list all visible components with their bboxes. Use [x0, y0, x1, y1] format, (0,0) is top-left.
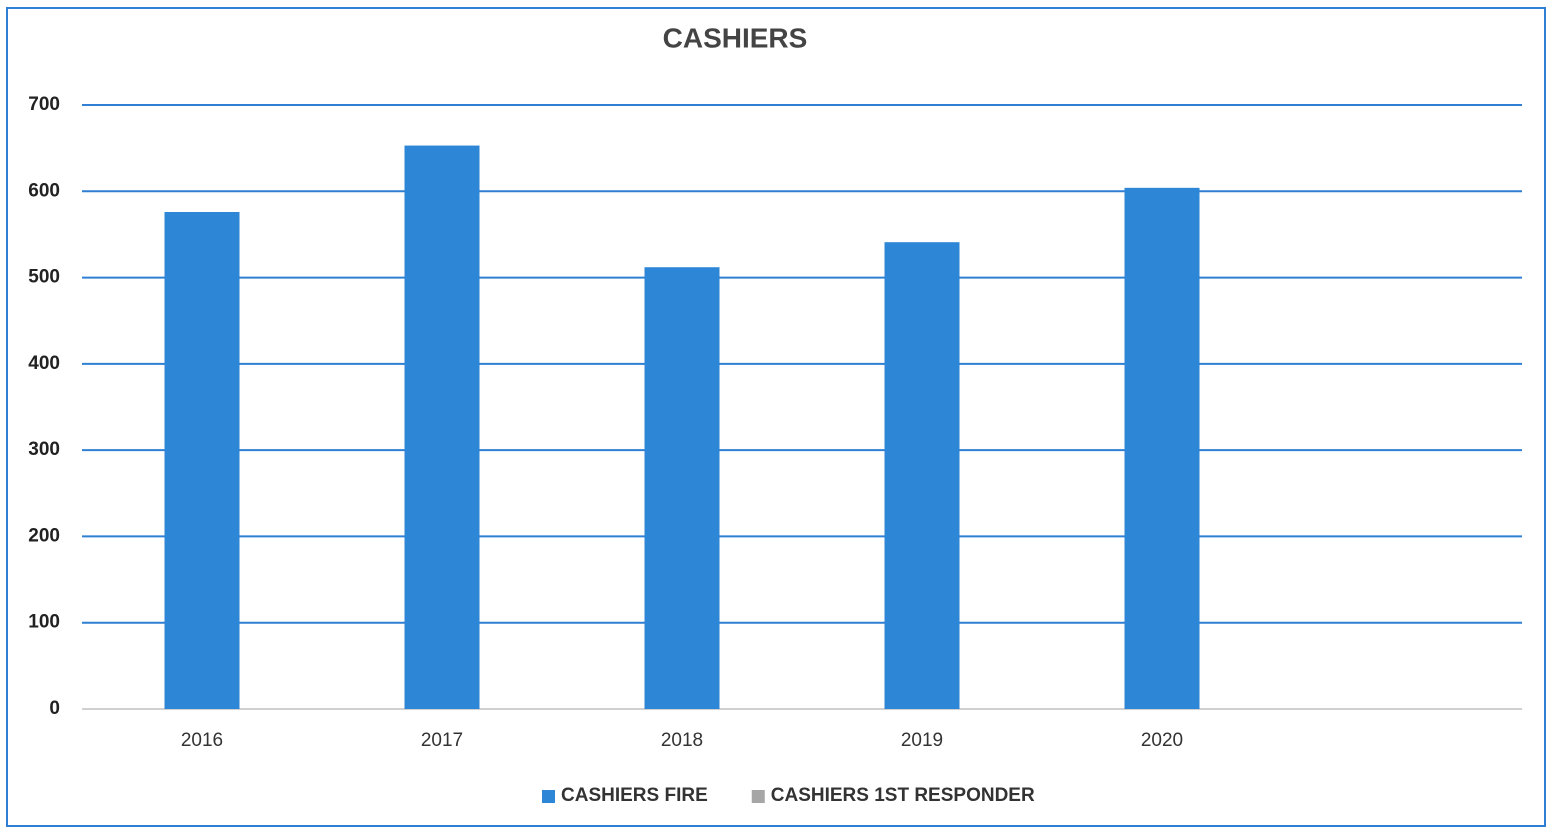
y-tick-label: 200 — [28, 525, 60, 546]
chart-title: CASHIERS — [663, 22, 808, 53]
x-tick-label: 2020 — [1141, 730, 1183, 751]
chart-frame — [6, 7, 1546, 827]
y-tick-label: 500 — [28, 267, 60, 288]
y-tick-label: 400 — [28, 353, 60, 374]
x-tick-label: 2016 — [181, 730, 223, 751]
y-tick-label: 700 — [28, 94, 60, 115]
x-tick-label: 2018 — [661, 730, 703, 751]
bar — [1124, 187, 1200, 709]
legend-swatch — [542, 790, 555, 803]
legend-swatch — [751, 790, 765, 803]
x-tick-label: 2017 — [421, 730, 463, 751]
bar — [884, 242, 960, 710]
legend-label: CASHIERS FIRE — [561, 785, 708, 806]
bar — [404, 145, 480, 709]
bar — [644, 267, 720, 709]
legend-label: CASHIERS 1ST RESPONDER — [771, 785, 1035, 806]
y-tick-label: 0 — [49, 698, 60, 719]
y-tick-label: 300 — [28, 439, 60, 460]
y-tick-label: 100 — [28, 612, 60, 633]
y-tick-label: 600 — [28, 180, 60, 201]
bar — [164, 211, 240, 709]
x-tick-label: 2019 — [901, 730, 943, 751]
